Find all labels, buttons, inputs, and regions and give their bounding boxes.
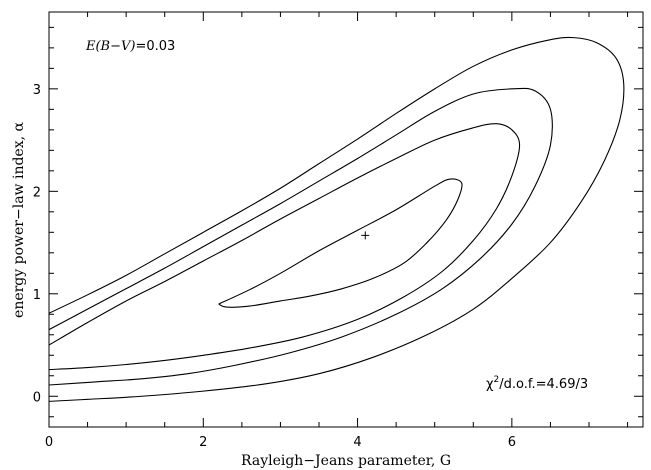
annotation-ebv: E(B−V)=0.03 — [85, 39, 175, 54]
x-tick-label: 2 — [199, 435, 207, 450]
best-fit-marker — [361, 231, 370, 240]
tick-labels: 0 2 4 6 0 1 2 3 — [33, 83, 516, 450]
annotation-chi-superscript: 2 — [494, 375, 500, 385]
annotation-ebv-value: =0.03 — [135, 39, 175, 54]
x-tick-label: 6 — [508, 435, 516, 450]
x-tick-label: 4 — [353, 435, 361, 450]
annotation-chi-symbol: χ — [486, 377, 494, 392]
y-tick-label: 0 — [33, 390, 41, 405]
annotation-chi-value: /d.o.f.=4.69/3 — [499, 377, 588, 392]
contour-inner — [218, 178, 463, 308]
y-tick-label: 3 — [33, 83, 41, 98]
x-axis-label: Rayleigh−Jeans parameter, G — [241, 453, 451, 469]
ticks — [48, 12, 643, 427]
contour-second — [48, 123, 521, 371]
y-tick-label: 2 — [33, 185, 41, 200]
x-tick-label: 0 — [45, 435, 53, 450]
annotation-ebv-label: E(B−V) — [85, 39, 135, 54]
y-tick-label: 1 — [33, 288, 41, 303]
contours — [48, 36, 625, 402]
y-axis-label: energy power−law index, α — [11, 121, 27, 317]
contour-third — [48, 87, 553, 386]
annotation-chi2: χ2/d.o.f.=4.69/3 — [486, 375, 588, 392]
plot-frame — [48, 11, 644, 428]
contour-outer — [48, 36, 625, 402]
